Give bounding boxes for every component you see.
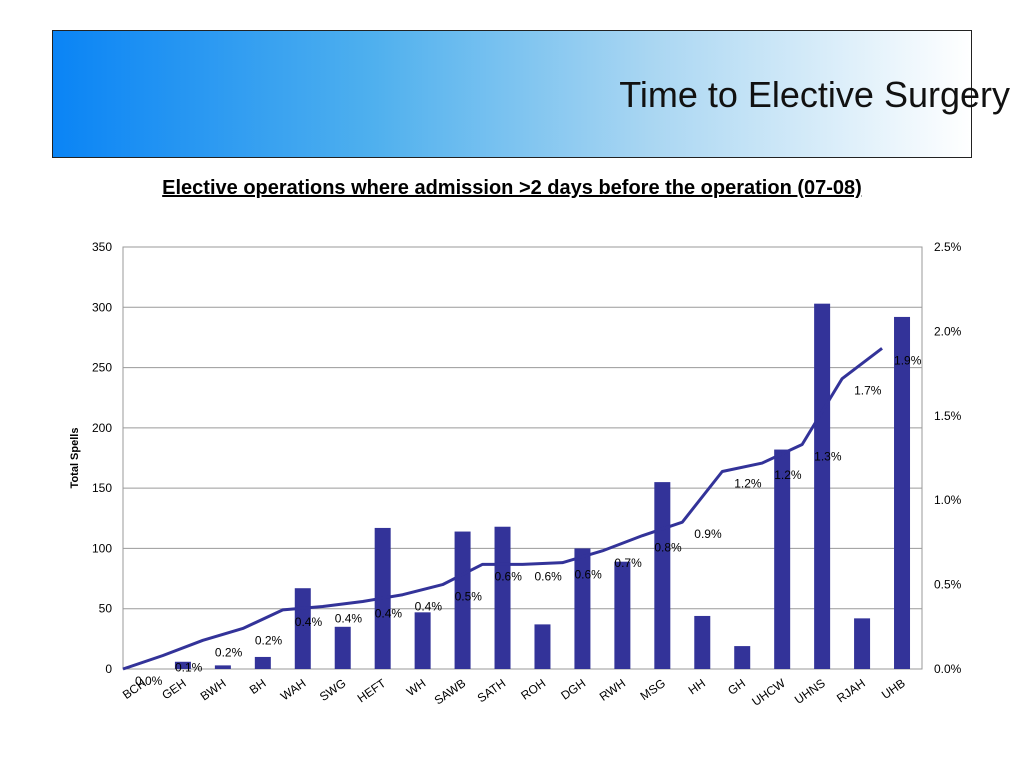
- y2-tick-label: 0.0%: [934, 662, 962, 676]
- bar: [214, 665, 231, 669]
- x-tick-label: UHCW: [749, 676, 788, 709]
- data-label: 0.5%: [455, 590, 483, 604]
- data-label: 0.6%: [535, 569, 563, 583]
- x-tick-label: GH: [725, 676, 748, 698]
- x-tick-label: ROH: [518, 676, 548, 703]
- y-tick-label: 100: [92, 541, 112, 555]
- y-tick-label: 0: [105, 662, 112, 676]
- bar: [454, 531, 471, 669]
- slide-title: Time to Elective Surgery: [619, 74, 1010, 115]
- bar: [894, 316, 911, 669]
- y2-tick-label: 1.5%: [934, 409, 962, 423]
- x-tick-label: MSG: [638, 676, 668, 703]
- data-label: 1.3%: [814, 449, 842, 463]
- data-label: 1.9%: [894, 353, 922, 367]
- x-tick-label: SAWB: [432, 676, 469, 707]
- y-tick-label: 150: [92, 481, 112, 495]
- bar: [494, 526, 511, 669]
- data-label: 0.0%: [135, 674, 163, 688]
- data-label: 0.7%: [614, 556, 642, 570]
- x-tick-label: WH: [404, 676, 428, 699]
- bar: [414, 612, 431, 669]
- y2-tick-label: 2.5%: [934, 240, 962, 254]
- x-tick-label: BH: [247, 676, 269, 697]
- data-label: 0.4%: [335, 612, 363, 626]
- data-label: 1.2%: [734, 477, 762, 491]
- data-label: 0.8%: [654, 541, 682, 555]
- data-label: 0.2%: [215, 645, 243, 659]
- bar: [614, 561, 631, 669]
- x-tick-label: BWH: [198, 676, 229, 704]
- x-tick-label: GEH: [159, 676, 188, 702]
- y-axis-label: Total Spells: [69, 428, 81, 489]
- x-tick-label: HH: [686, 676, 708, 697]
- y-tick-label: 350: [92, 240, 112, 254]
- x-tick-label: UHB: [879, 676, 908, 702]
- bar: [334, 626, 351, 669]
- y2-tick-label: 1.0%: [934, 493, 962, 507]
- x-tick-label: DGH: [558, 676, 588, 703]
- data-label: 0.9%: [694, 527, 722, 541]
- data-label: 0.4%: [295, 615, 323, 629]
- bar: [774, 449, 791, 669]
- y-tick-label: 250: [92, 361, 112, 375]
- bar: [534, 624, 551, 669]
- y-tick-label: 50: [99, 602, 113, 616]
- series-line: [122, 347, 883, 671]
- plot-area: [122, 246, 923, 670]
- x-tick-label: RJAH: [834, 676, 868, 705]
- bar: [174, 661, 191, 669]
- data-label: 0.4%: [375, 606, 403, 620]
- x-tick-label: SATH: [475, 676, 509, 705]
- data-label: 1.2%: [774, 468, 802, 482]
- data-label: 0.6%: [495, 569, 523, 583]
- bar: [814, 303, 831, 669]
- y2-tick-label: 2.0%: [934, 324, 962, 338]
- data-label: 0.2%: [255, 633, 283, 647]
- title-banner: [52, 30, 972, 158]
- x-tick-label: RWH: [597, 676, 628, 704]
- bar: [734, 646, 751, 669]
- data-label: 1.7%: [854, 384, 882, 398]
- bar: [854, 618, 871, 669]
- bar: [654, 482, 671, 669]
- x-tick-label: SWG: [317, 676, 349, 704]
- y-tick-label: 300: [92, 300, 112, 314]
- x-tick-label: UHNS: [792, 676, 828, 707]
- bar: [574, 548, 591, 669]
- bar: [254, 656, 271, 669]
- x-tick-label: WAH: [278, 676, 309, 703]
- x-tick-label: HEFT: [355, 676, 389, 706]
- y-tick-label: 200: [92, 421, 112, 435]
- data-label: 0.4%: [415, 600, 443, 614]
- data-label: 0.1%: [175, 660, 203, 674]
- data-label: 0.6%: [574, 568, 602, 582]
- chart-title: Elective operations where admission >2 d…: [162, 177, 862, 199]
- y2-tick-label: 0.5%: [934, 578, 962, 592]
- bar: [694, 615, 711, 669]
